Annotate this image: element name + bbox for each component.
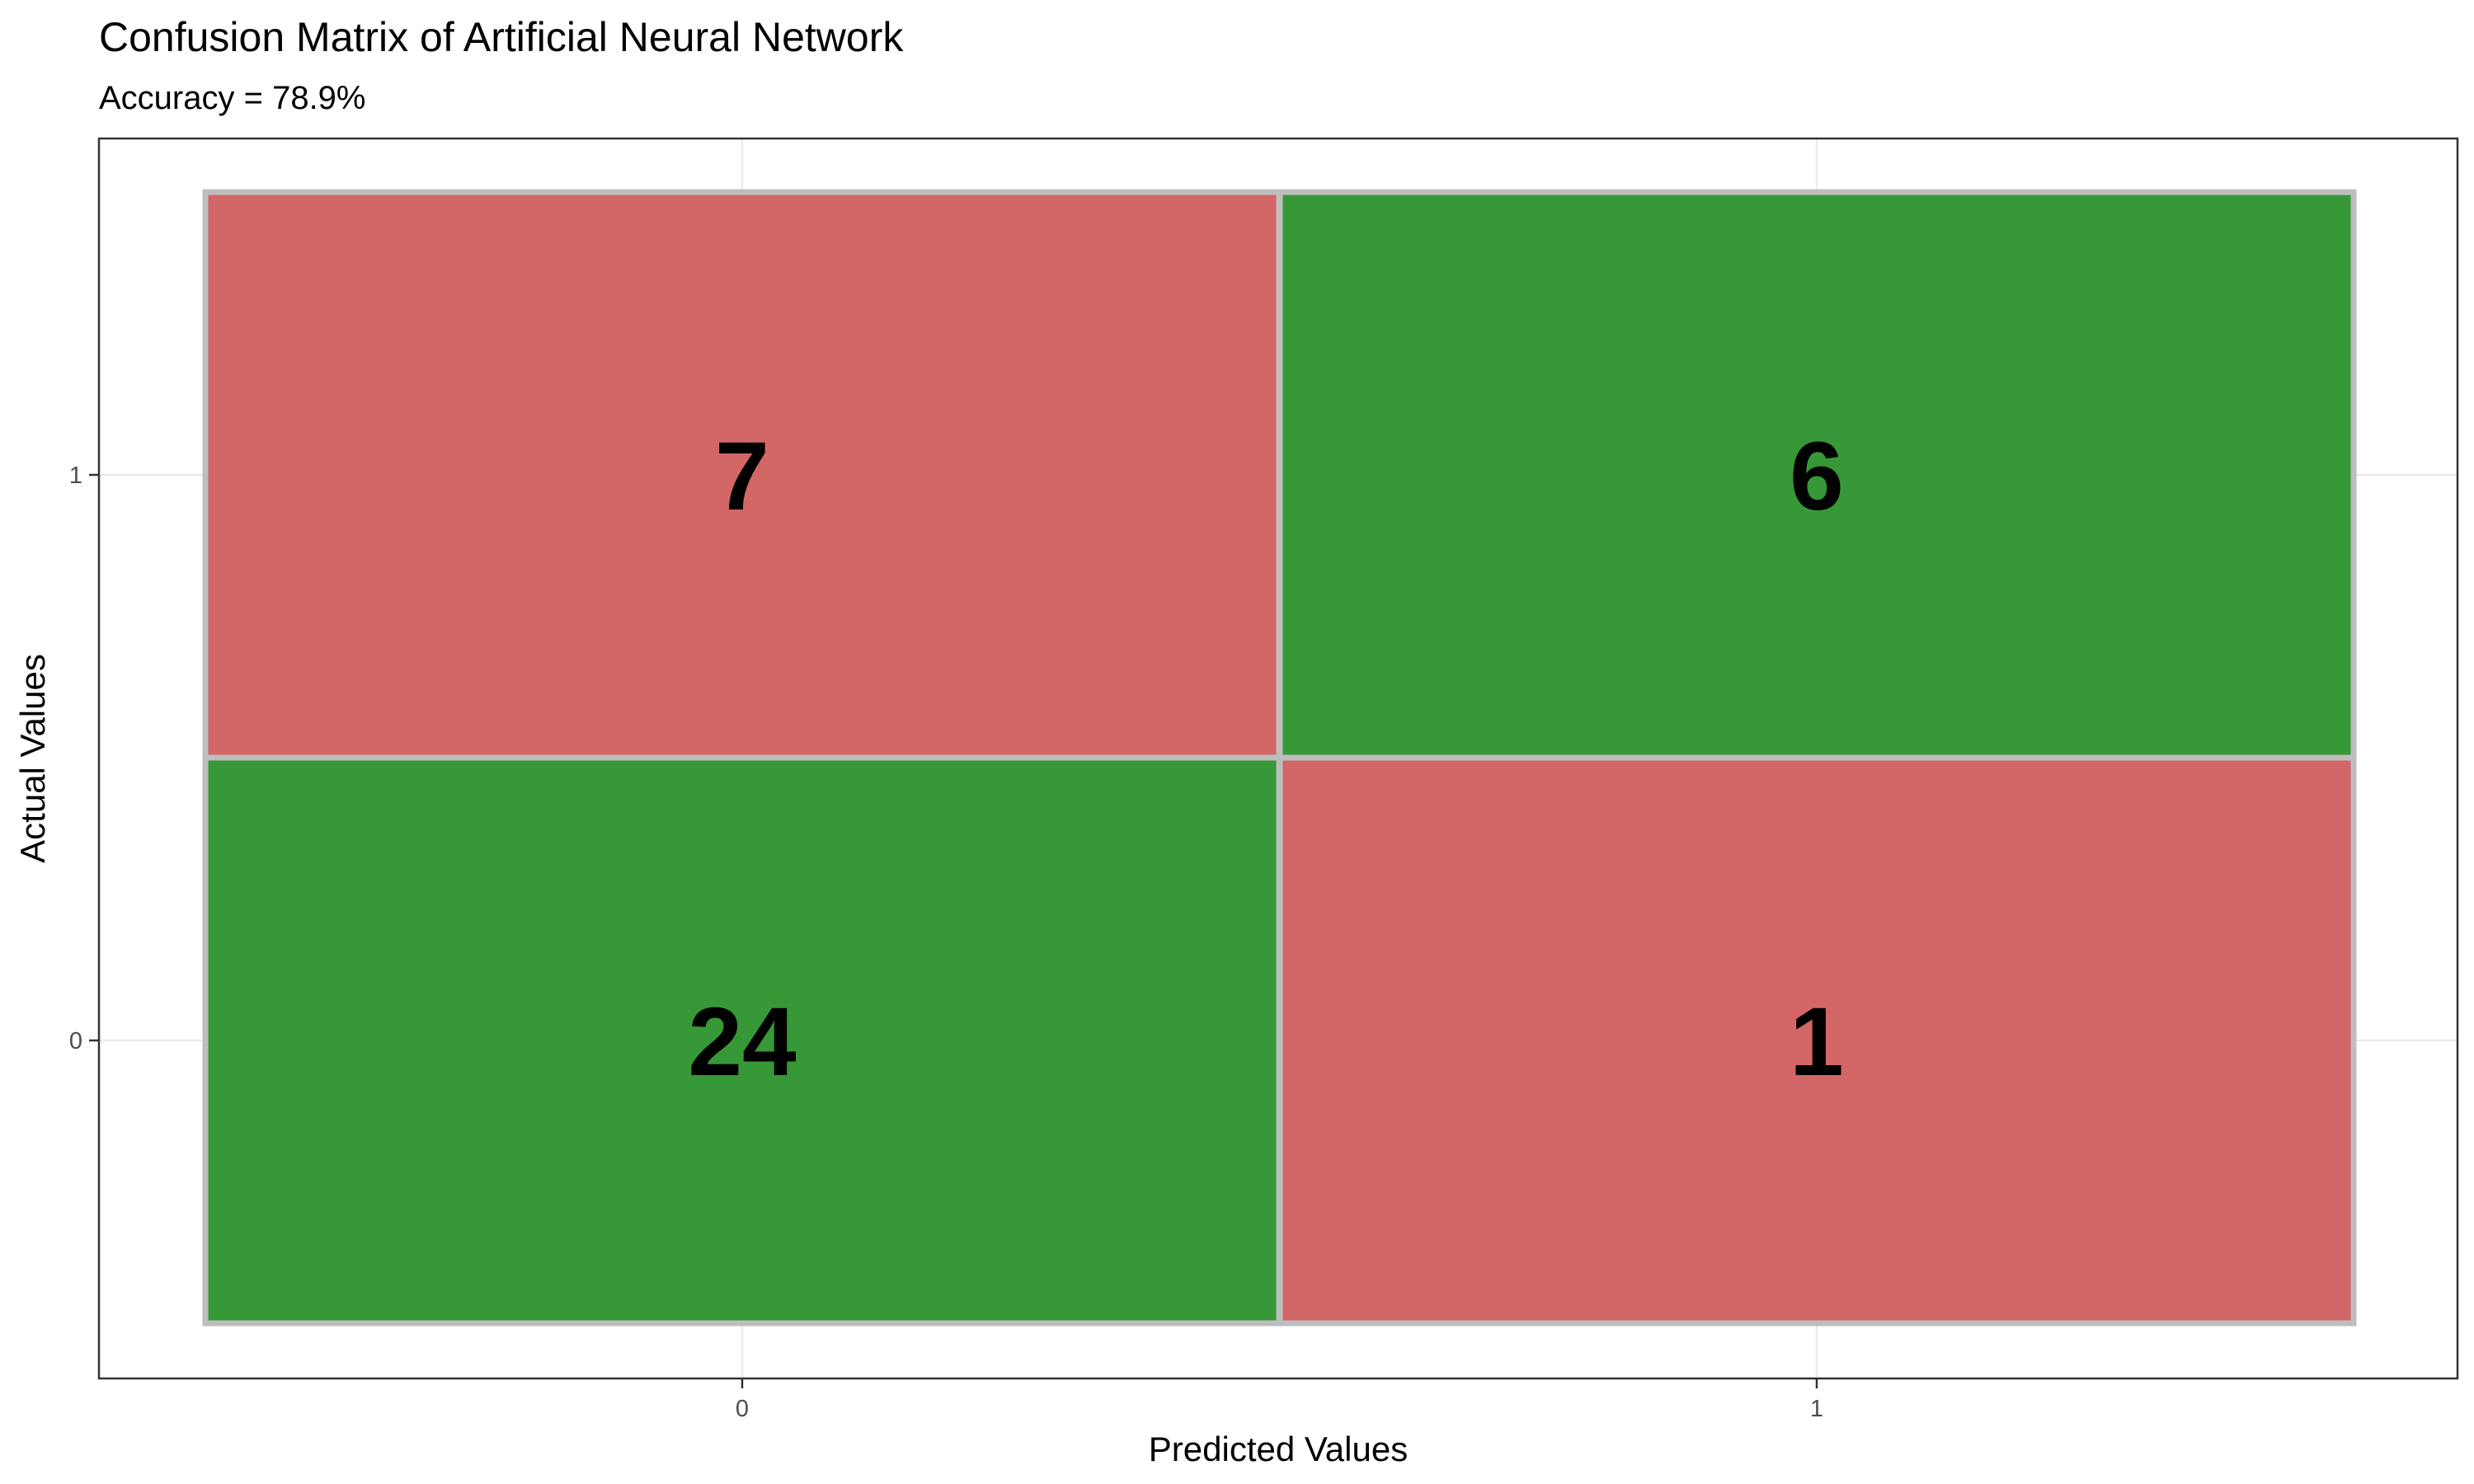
y-axis-title: Actual Values — [13, 654, 52, 863]
heatmap-cell — [1277, 754, 2357, 1327]
chart-title: Confusion Matrix of Artificial Neural Ne… — [99, 14, 904, 60]
chart-subtitle: Accuracy = 78.9% — [99, 80, 366, 116]
cell-value-label: 1 — [1790, 988, 1844, 1097]
heatmap-cells — [202, 189, 2357, 1327]
x-tick-label: 1 — [1810, 1396, 1823, 1422]
y-tick-label: 0 — [69, 1028, 82, 1054]
y-tick-label: 1 — [69, 463, 82, 489]
cell-value-labels: 7 6 24 1 — [688, 422, 1843, 1097]
cell-value-label: 6 — [1790, 422, 1844, 531]
cell-value-label: 7 — [715, 422, 769, 531]
x-axis-title: Predicted Values — [1149, 1430, 1408, 1468]
cell-value-label: 24 — [688, 988, 796, 1097]
heatmap-cell — [202, 754, 1282, 1327]
x-tick-label: 0 — [736, 1396, 749, 1422]
axis-ticks: 0 1 0 1 — [69, 463, 1823, 1422]
heatmap-cell — [1277, 189, 2357, 761]
plot-panel-border — [97, 137, 2459, 1380]
